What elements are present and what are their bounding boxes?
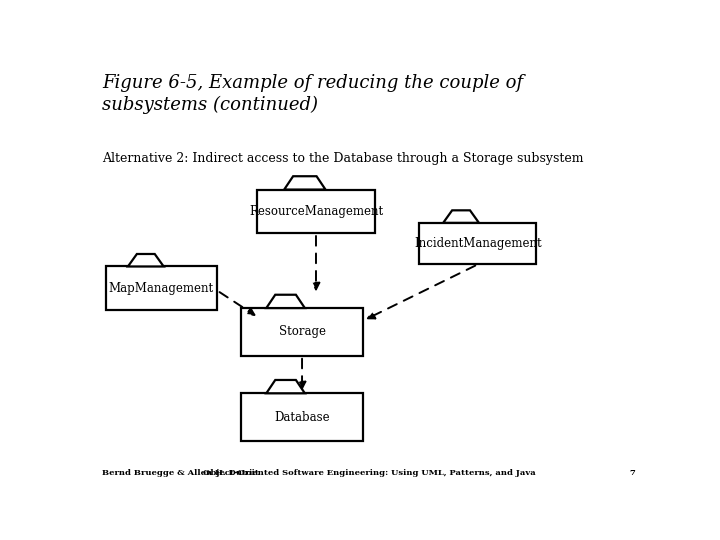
Text: IncidentManagement: IncidentManagement <box>414 237 541 250</box>
Polygon shape <box>266 295 305 308</box>
Text: ResourceManagement: ResourceManagement <box>249 205 383 218</box>
Text: Object-Oriented Software Engineering: Using UML, Patterns, and Java: Object-Oriented Software Engineering: Us… <box>202 469 536 477</box>
Text: Bernd Bruegge & Allen H. Dutoit: Bernd Bruegge & Allen H. Dutoit <box>102 469 259 477</box>
Text: MapManagement: MapManagement <box>109 282 214 295</box>
Polygon shape <box>284 176 325 190</box>
Polygon shape <box>444 210 479 223</box>
Bar <box>240 393 364 441</box>
Text: Storage: Storage <box>279 326 325 339</box>
Bar <box>106 266 217 310</box>
Text: Figure 6-5, Example of reducing the couple of
subsystems (continued): Figure 6-5, Example of reducing the coup… <box>102 74 523 114</box>
Text: Alternative 2: Indirect access to the Database through a Storage subsystem: Alternative 2: Indirect access to the Da… <box>102 152 584 165</box>
Polygon shape <box>266 380 305 393</box>
Text: Database: Database <box>274 411 330 424</box>
Bar <box>240 308 364 356</box>
Bar <box>258 190 374 233</box>
Text: 7: 7 <box>630 469 636 477</box>
Polygon shape <box>128 254 163 266</box>
Bar <box>419 223 536 265</box>
